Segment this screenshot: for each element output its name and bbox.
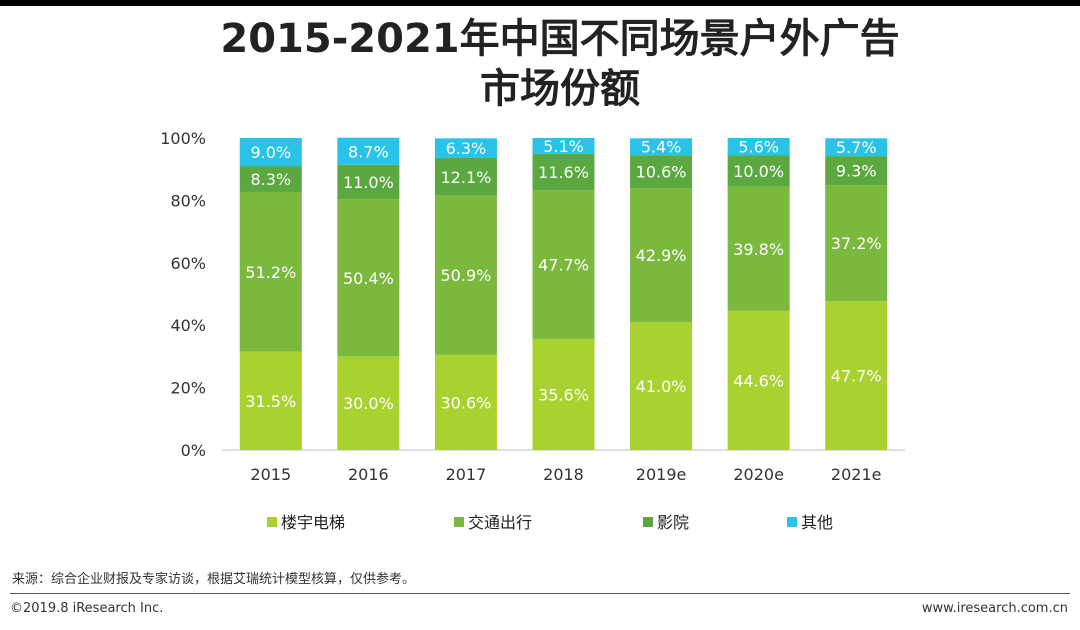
copyright: ©2019.8 iResearch Inc. (10, 601, 164, 616)
stacked-bar-chart: 0% 20% 40% 60% 80% 100% 31.5% 51.2% 8.3% 9.0% 2015… (160, 129, 905, 532)
bar-segment (434, 354, 497, 450)
bar-segment (337, 199, 400, 357)
data-label: 39.8% (733, 240, 784, 259)
x-tick-label: 2019e (636, 465, 687, 484)
data-label: 47.7% (538, 256, 589, 275)
data-label: 5.7% (836, 138, 877, 157)
bar-segment (532, 153, 595, 191)
data-label: 12.1% (441, 168, 492, 187)
bar-segment (239, 166, 302, 192)
bar-segment (630, 322, 693, 450)
data-label: 47.7% (831, 367, 882, 386)
data-label: 8.7% (348, 142, 389, 161)
y-tick-label: 40% (170, 316, 206, 335)
legend-label: 交通出行 (468, 513, 532, 532)
data-label: 41.0% (636, 377, 687, 396)
data-label: 11.6% (538, 163, 589, 182)
x-tick-label: 2016 (348, 465, 389, 484)
page-title: 2015-2021年中国不同场景户外广告 市场份额 (0, 14, 1080, 114)
data-label: 44.6% (733, 371, 784, 390)
bar-segment (825, 185, 888, 302)
y-tick-label: 100% (160, 129, 206, 148)
data-label: 5.1% (543, 137, 584, 156)
bar-segment (630, 138, 693, 156)
x-tick-label: 2020e (733, 465, 784, 484)
bar-segment (727, 155, 790, 187)
bar-segment (727, 138, 790, 156)
data-label: 10.6% (636, 163, 687, 182)
bar-segment (239, 351, 302, 450)
data-label: 8.3% (250, 170, 291, 189)
bar-segment (239, 191, 302, 352)
data-label: 50.4% (343, 269, 394, 288)
data-label: 5.6% (738, 138, 779, 157)
data-label: 5.4% (641, 138, 682, 157)
x-tick-label: 2021e (831, 465, 882, 484)
title-line-2: 市场份额 (480, 66, 640, 112)
website-link[interactable]: www.iresearch.com.cn (921, 601, 1068, 616)
bar-segment (434, 138, 497, 158)
footer-divider (10, 593, 1070, 594)
legend-swatch (454, 517, 464, 527)
data-label: 9.0% (250, 143, 291, 162)
data-label: 37.2% (831, 234, 882, 253)
legend-label: 其他 (801, 513, 833, 532)
data-label: 30.0% (343, 394, 394, 413)
bar-segment (434, 157, 497, 196)
bar-segment (337, 137, 400, 165)
data-label: 11.0% (343, 173, 394, 192)
y-tick-label: 80% (170, 191, 206, 210)
data-label: 50.9% (441, 266, 492, 285)
title-line-1: 2015-2021年中国不同场景户外广告 (220, 16, 900, 62)
bar-segment (825, 138, 888, 157)
bar-segment (337, 164, 400, 200)
top-bar (0, 0, 1080, 6)
data-label: 6.3% (446, 139, 487, 158)
y-tick-label: 60% (170, 254, 206, 273)
legend-swatch (267, 517, 277, 527)
data-label: 42.9% (636, 246, 687, 265)
x-tick-label: 2018 (543, 465, 584, 484)
legend-label: 影院 (657, 513, 689, 532)
legend-swatch (643, 517, 653, 527)
bar-segment (727, 310, 790, 450)
data-label: 35.6% (538, 385, 589, 404)
source-note: 来源：综合企业财报及专家访谈，根据艾瑞统计模型核算，仅供参考。 (12, 572, 416, 587)
bar-segment (532, 190, 595, 339)
bar-segment (630, 155, 693, 189)
bar-segment (434, 195, 497, 355)
x-tick-label: 2017 (446, 465, 487, 484)
x-tick-label: 2015 (250, 465, 291, 484)
data-label: 51.2% (245, 263, 296, 282)
data-label: 10.0% (733, 162, 784, 181)
bar-segment (825, 301, 888, 450)
y-tick-label: 0% (181, 441, 206, 460)
data-label: 30.6% (441, 393, 492, 412)
bar-segment (825, 156, 888, 186)
data-label: 31.5% (245, 392, 296, 411)
bar-segment (630, 188, 693, 323)
y-tick-label: 20% (170, 379, 206, 398)
bar-segment (532, 338, 595, 450)
bar-segment (337, 356, 400, 450)
data-label: 9.3% (836, 162, 877, 181)
legend-label: 楼宇电梯 (281, 513, 345, 532)
legend-swatch (787, 517, 797, 527)
bar-segment (239, 138, 302, 167)
bar-segment (532, 138, 595, 154)
bar-segment (727, 186, 790, 311)
